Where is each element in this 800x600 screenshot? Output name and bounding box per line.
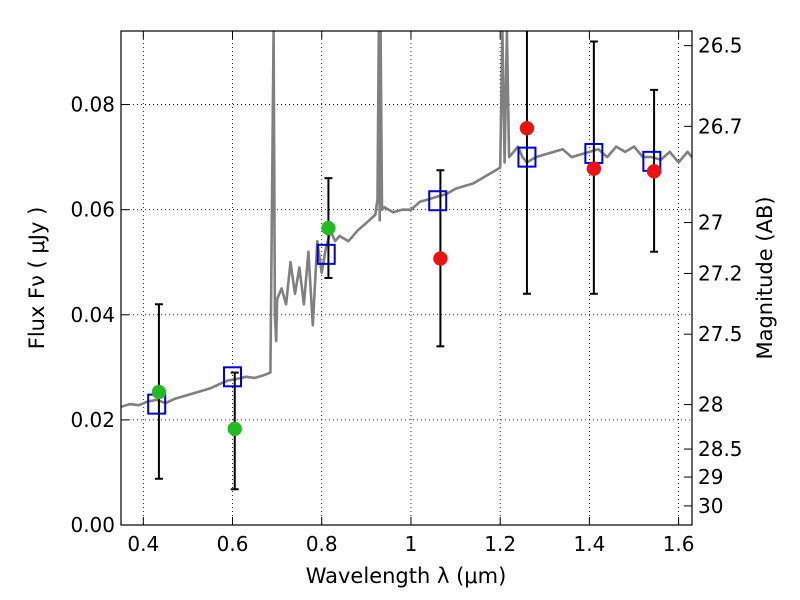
right-tick-label: 27.2	[698, 261, 743, 285]
circle-marker	[519, 120, 535, 136]
right-tick-label: 28	[698, 393, 723, 417]
plot-frame	[120, 30, 693, 526]
x-tick-label: 1.6	[663, 532, 695, 556]
right-tick-label: 27	[698, 211, 723, 235]
right-tick-label: 27.5	[698, 322, 743, 346]
x-tick-label: 1	[405, 532, 418, 556]
circle-marker	[586, 161, 602, 176]
square-marker	[316, 243, 336, 265]
right-tick-label: 26.7	[698, 114, 743, 138]
circle-marker	[151, 384, 167, 400]
y-tick-label: 0.02	[70, 408, 115, 432]
right-tick-label: 30	[698, 494, 723, 518]
y-tick-label: 0.06	[70, 198, 115, 222]
x-tick-label: 1.4	[573, 532, 605, 556]
y-tick-label: 0.08	[70, 93, 115, 117]
circle-marker	[433, 251, 448, 266]
y-tick-label: 0.00	[70, 513, 115, 537]
circle-marker	[227, 421, 243, 437]
square-marker	[517, 146, 537, 168]
square-marker	[223, 366, 243, 388]
x-tick-label: 0.4	[127, 532, 159, 556]
y-tick-label: 0.04	[70, 303, 115, 327]
y-axis-label: Flux Fν ( μJy )	[25, 207, 49, 350]
model-spectrum-line	[121, 31, 692, 409]
right-tick-label: 28.5	[698, 437, 743, 461]
right-tick-label: 26.5	[698, 34, 743, 58]
circle-marker	[646, 164, 662, 179]
right-tick-label: 29	[698, 465, 723, 489]
y-axis-right-label: Magnitude (AB)	[753, 196, 777, 359]
plot-background	[121, 31, 692, 525]
square-marker	[428, 190, 448, 212]
x-tick-label: 1.2	[484, 532, 516, 556]
x-axis-label: Wavelength λ (μm)	[306, 564, 507, 588]
tick-layer: 0.4 0.6 0.8 1 1.2 1.4 1.6 0.00 0.02 0.04 0.06 0.08 2…	[70, 31, 743, 556]
x-tick-label: 0.6	[217, 532, 249, 556]
circle-marker	[321, 220, 336, 236]
marker-layer	[147, 120, 662, 437]
model-spectrum-layer	[121, 31, 692, 409]
x-tick-label: 0.8	[306, 532, 338, 556]
